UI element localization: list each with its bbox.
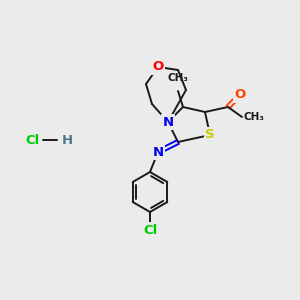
Text: Cl: Cl (143, 224, 157, 236)
Text: S: S (205, 128, 215, 142)
Text: Cl: Cl (25, 134, 39, 146)
Text: CH₃: CH₃ (244, 112, 265, 122)
Text: N: N (152, 146, 164, 158)
Text: H: H (61, 134, 73, 146)
Text: N: N (162, 116, 174, 128)
Text: O: O (152, 61, 164, 74)
Text: CH₃: CH₃ (167, 73, 188, 83)
Text: O: O (234, 88, 246, 101)
